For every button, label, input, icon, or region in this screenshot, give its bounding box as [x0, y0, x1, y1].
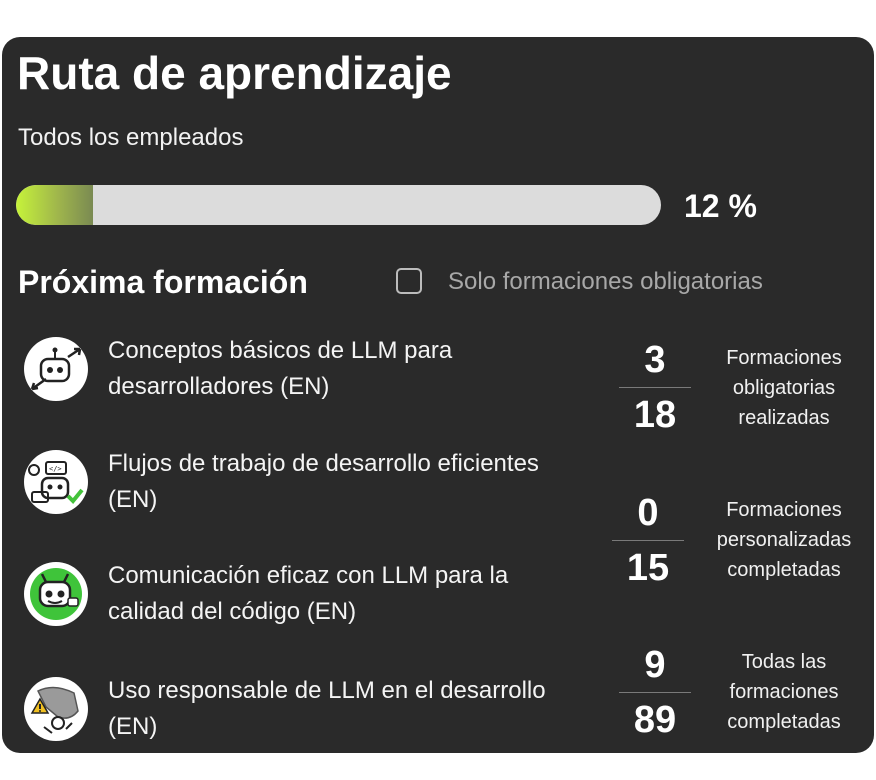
progress-percent: 12 %	[684, 188, 757, 224]
stat-done: 3	[644, 339, 666, 381]
stat-all: 9 89	[610, 646, 700, 739]
training-item[interactable]: Conceptos básicos de LLM para desarrolla…	[24, 333, 578, 405]
training-title: Flujos de trabajo de desarrollo eficient…	[108, 450, 539, 513]
hand-warning-icon	[24, 677, 88, 741]
stat-done: 9	[644, 644, 666, 686]
robot-code-icon: </>	[24, 450, 88, 514]
training-item[interactable]: Uso responsable de LLM en el desarrollo …	[24, 673, 578, 745]
stat-label: Formaciones obligatorias realizadas	[726, 347, 842, 429]
progress-fill	[16, 185, 94, 225]
stat-label: Todas las formaciones completadas	[727, 651, 841, 733]
mandatory-only-checkbox[interactable]	[396, 268, 422, 294]
stat-total: 89	[633, 699, 677, 741]
training-title: Comunicación eficaz con LLM para la cali…	[108, 562, 509, 625]
stat-total: 18	[633, 394, 677, 436]
training-item[interactable]: </> Flujos de trabajo de desarrollo efic…	[24, 446, 578, 518]
stat-mandatory: 3 18	[610, 341, 700, 434]
svg-text:</>: </>	[49, 465, 62, 473]
stat-label: Formaciones personalizadas completadas	[716, 499, 852, 581]
stat-divider	[612, 540, 684, 541]
mandatory-only-label[interactable]: Solo formaciones obligatorias	[448, 268, 763, 295]
learning-path-card	[2, 37, 874, 753]
stat-done: 0	[637, 492, 659, 534]
stat-divider	[619, 692, 691, 693]
page-title: Ruta de aprendizaje	[17, 47, 452, 99]
stat-total: 15	[626, 547, 670, 589]
training-title: Conceptos básicos de LLM para desarrolla…	[108, 337, 453, 400]
robot-chat-icon	[24, 562, 88, 626]
audience-subtitle: Todos los empleados	[18, 124, 244, 151]
robot-arrows-icon	[24, 337, 88, 401]
stat-divider	[619, 387, 691, 388]
training-item[interactable]: Comunicación eficaz con LLM para la cali…	[24, 558, 578, 630]
training-title: Uso responsable de LLM en el desarrollo …	[108, 677, 546, 740]
stat-personalized: 0 15	[603, 494, 693, 587]
progress-bar	[16, 185, 661, 225]
upcoming-training-title: Próxima formación	[18, 264, 308, 300]
